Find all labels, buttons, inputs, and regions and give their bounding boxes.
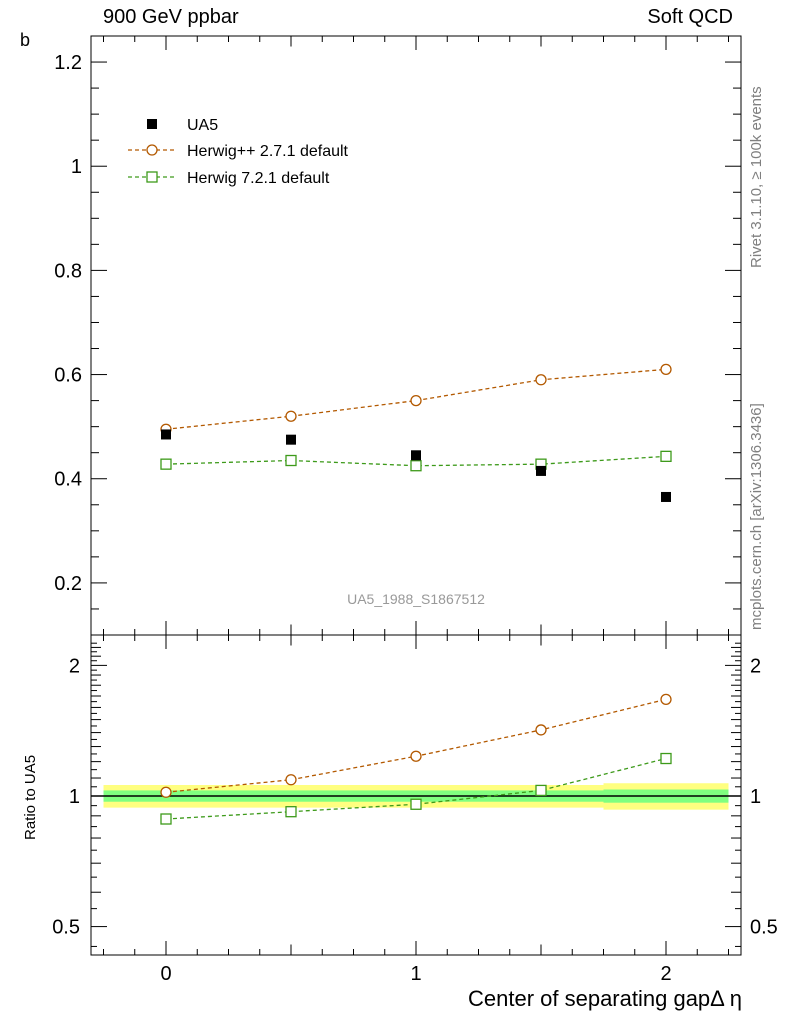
- ua5-data-point: [411, 450, 421, 461]
- ratio-herwigpp-point: [285, 774, 297, 786]
- ratio-herwig7-point: [660, 752, 672, 765]
- ratio-herwig7-point: [285, 806, 297, 818]
- legend-herwig7-marker: [146, 171, 158, 183]
- herwigpp-point: [660, 363, 672, 376]
- ratio-y-tick-label-left: 2: [69, 655, 80, 677]
- ua5-data-point: [286, 434, 296, 445]
- herwigpp-line: [165, 368, 667, 430]
- legend-herwigpp-marker: [146, 144, 158, 156]
- ratio-y-tick-label-left: 1: [69, 786, 80, 808]
- x-axis-label: Center of separating gapΔ η: [468, 986, 742, 1011]
- ua5-data-point: [661, 491, 671, 502]
- ua5-data-point: [536, 465, 546, 476]
- ratio-herwigpp-point: [660, 693, 672, 706]
- legend-ua5-marker: [147, 119, 157, 129]
- ratio-y-tick-label-right: 1: [750, 786, 761, 808]
- y-tick-label: 0.4: [54, 469, 82, 491]
- herwig7-point: [410, 460, 422, 472]
- x-tick-label: 1: [410, 963, 421, 985]
- herwig7-point: [660, 450, 672, 462]
- y-tick-label: 0.6: [54, 365, 82, 387]
- ratio-herwig7-point: [535, 784, 547, 797]
- y-tick-label: 1: [71, 156, 82, 178]
- analysis-watermark: UA5_1988_S1867512: [347, 591, 485, 607]
- ua5-data-point: [161, 429, 171, 440]
- ratio-y-tick-label-left: 0.5: [52, 917, 80, 939]
- herwigpp-point: [285, 410, 297, 422]
- y-tick-label: 1.2: [54, 52, 82, 74]
- ratio-y-tick-label-right: 2: [750, 655, 761, 677]
- legend-entry-label: Herwig++ 2.7.1 default: [187, 143, 349, 160]
- legend-entry-label: Herwig 7.2.1 default: [187, 170, 330, 187]
- herwig7-point: [160, 458, 172, 470]
- energy-label: 900 GeV ppbar: [103, 6, 239, 28]
- y-tick-label: 0.2: [54, 573, 82, 595]
- category-label: Soft QCD: [647, 6, 733, 28]
- ratio-herwigpp-point: [535, 724, 547, 736]
- ratio-y-tick-label-right: 0.5: [750, 917, 778, 939]
- herwig7-line: [165, 455, 667, 467]
- legend-entry-label: UA5: [187, 117, 218, 134]
- herwigpp-point: [410, 394, 422, 407]
- ratio-herwigpp-point: [410, 750, 422, 762]
- main-y-axis-label: b: [20, 30, 31, 50]
- ratio-herwigpp-point: [160, 786, 172, 798]
- herwigpp-point: [535, 374, 547, 386]
- x-tick-label: 0: [160, 963, 171, 985]
- ratio-herwig7-point: [160, 813, 172, 825]
- herwig7-point: [285, 454, 297, 467]
- y-tick-label: 0.8: [54, 260, 82, 282]
- x-tick-label: 2: [660, 963, 671, 985]
- ratio-herwig7-point: [410, 798, 422, 810]
